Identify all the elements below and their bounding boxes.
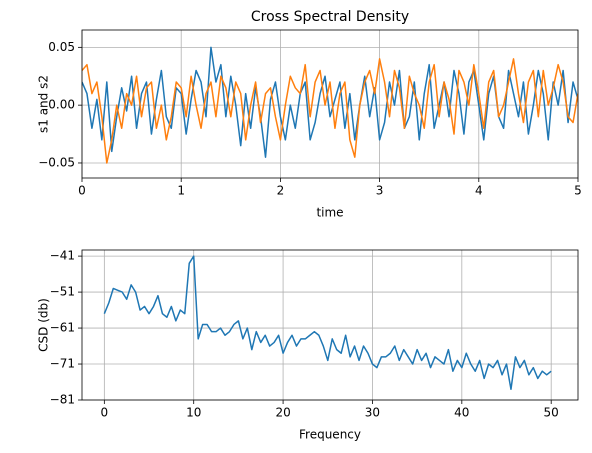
y-tick-label: −71 — [50, 357, 75, 371]
x-tick-label: 50 — [544, 406, 559, 420]
x-tick-label: 5 — [574, 184, 582, 198]
y-axis-label: CSD (db) — [37, 298, 51, 352]
x-tick-label: 2 — [277, 184, 285, 198]
x-tick-label: 40 — [454, 406, 469, 420]
y-tick-label: 0.05 — [48, 40, 75, 54]
x-tick-label: 30 — [365, 406, 380, 420]
x-axis-label: Frequency — [299, 428, 361, 442]
axes: 0 10 20 30 40 50 −81 −71 −61 −51 −41 Frequency CSD (… — [37, 249, 579, 442]
chart-title: Cross Spectral Density — [251, 9, 409, 25]
y-tick-label: −81 — [50, 393, 75, 407]
y-tick-label: 0.00 — [48, 98, 75, 112]
x-tick-label: 10 — [186, 406, 201, 420]
x-tick-label: 20 — [275, 406, 290, 420]
series-line — [103, 255, 552, 390]
y-tick-label: −51 — [50, 285, 75, 299]
y-tick-label: −41 — [50, 249, 75, 263]
axes-frame — [81, 249, 579, 401]
x-tick-label: 0 — [78, 184, 86, 198]
axes: 0 1 2 3 4 5 −0.05 0.00 0.05 Cross Spectral Densit… — [37, 9, 582, 220]
y-tick-label: −61 — [50, 321, 75, 335]
y-axis-label: s1 and s2 — [37, 75, 51, 133]
y-tick-label: −0.05 — [38, 155, 75, 169]
x-tick-label: 1 — [177, 184, 185, 198]
axes-frame — [81, 29, 579, 179]
x-axis-label: time — [316, 206, 343, 220]
x-tick-label: 0 — [101, 406, 109, 420]
x-tick-label: 3 — [376, 184, 384, 198]
series-line — [82, 58, 578, 164]
x-tick-label: 4 — [475, 184, 483, 198]
